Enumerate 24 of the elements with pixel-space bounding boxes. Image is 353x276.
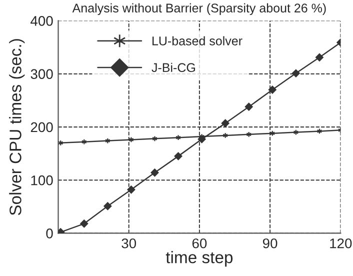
point [221,119,230,128]
x-tick-label: 90 [262,238,278,248]
y-axis-title: Solver CPU times (sec.) [9,39,25,216]
point [174,152,182,160]
x-tick-label: 30 [122,238,136,248]
chart-title: Analysis without Barrier (Sparsity about 26 %) [72,3,326,15]
x-axis-title: time step [166,251,233,267]
x-tick-label: 120 [330,238,352,248]
y-tick-label: 0 [46,228,53,238]
legend-label: LU-based solver [152,36,242,46]
y-tick-label: 200 [30,122,53,132]
point [150,168,159,177]
point [315,53,324,62]
y-tick-label: 300 [30,69,53,79]
point [268,86,276,94]
y-tick-label: 100 [31,175,53,186]
point [104,202,112,210]
legend-label: J-Bi-CG [152,62,195,72]
point [244,102,253,111]
y-tick-label: 400 [30,16,53,26]
point [292,69,300,78]
point [80,220,88,228]
point [127,186,136,194]
x-tick-label: 60 [192,238,207,248]
